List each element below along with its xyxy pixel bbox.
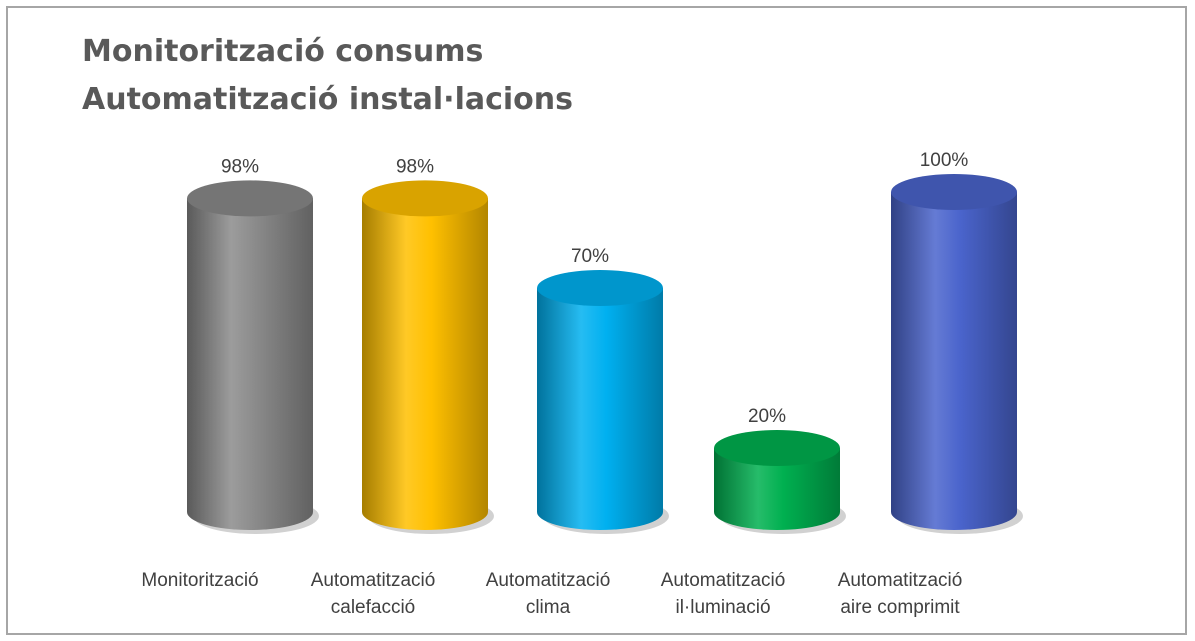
chart-title: Monitorització consums Automatització in… bbox=[82, 28, 573, 124]
chart-title-line-2: Automatització instal·lacions bbox=[82, 82, 574, 117]
bar-top bbox=[537, 270, 663, 306]
bar-2 bbox=[362, 180, 494, 534]
bar-5 bbox=[891, 174, 1023, 534]
value-label: 98% bbox=[396, 156, 434, 177]
bar-4 bbox=[714, 430, 846, 534]
bar-body bbox=[891, 192, 1017, 530]
value-label: 100% bbox=[920, 150, 969, 171]
bar-top bbox=[187, 180, 313, 217]
bar-body bbox=[362, 198, 488, 530]
category-label: Automatització aire comprimit bbox=[838, 570, 963, 618]
bar-body bbox=[537, 288, 663, 530]
category-label: Automatització clima bbox=[486, 570, 611, 618]
category-label: Monitorització bbox=[141, 570, 258, 591]
category-label: Automatització calefacció bbox=[311, 570, 436, 618]
bar-top bbox=[891, 174, 1017, 210]
value-label: 70% bbox=[571, 246, 609, 267]
bar-1 bbox=[187, 180, 319, 534]
bar-top bbox=[714, 430, 840, 466]
bar-3 bbox=[537, 270, 669, 534]
value-label: 98% bbox=[221, 156, 259, 177]
bar-top bbox=[362, 180, 488, 217]
value-label: 20% bbox=[748, 406, 786, 427]
category-label: Automatització il·luminació bbox=[661, 570, 786, 618]
bar-body bbox=[187, 198, 313, 530]
chart-title-line-1: Monitorització consums bbox=[82, 34, 484, 69]
bar-body bbox=[714, 448, 840, 530]
